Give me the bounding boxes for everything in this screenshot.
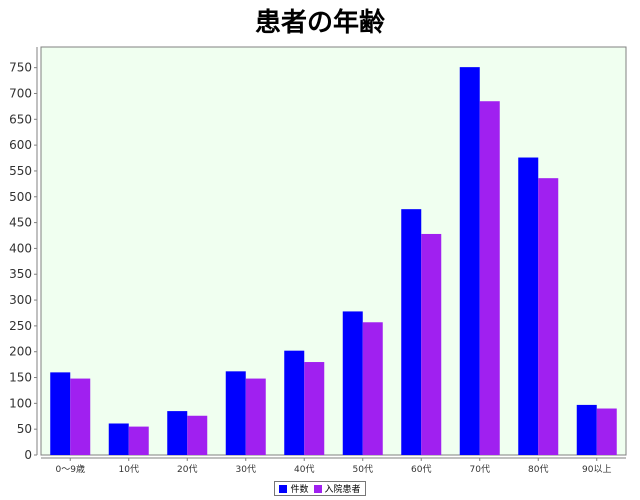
- y-tick-label: 450: [9, 216, 32, 230]
- y-tick-label: 300: [9, 293, 32, 307]
- bar: [187, 415, 208, 455]
- y-tick-label: 500: [9, 190, 32, 204]
- bar: [284, 350, 305, 455]
- y-tick-label: 150: [9, 371, 32, 385]
- y-tick-label: 100: [9, 396, 32, 410]
- y-tick-label: 600: [9, 138, 32, 152]
- bar: [167, 411, 188, 455]
- x-tick-label: 30代: [236, 464, 256, 475]
- legend-label-series-2: 入院患者: [324, 485, 361, 495]
- bar: [362, 322, 383, 455]
- bar: [304, 362, 325, 455]
- y-tick-label: 650: [9, 112, 32, 126]
- x-tick-label: 60代: [411, 464, 431, 475]
- chart-title: 患者の年齢: [254, 8, 385, 38]
- y-tick-label: 400: [9, 241, 32, 255]
- bar: [479, 101, 500, 456]
- x-tick-label: 40代: [294, 464, 314, 475]
- y-tick-label: 50: [17, 422, 32, 436]
- bar: [401, 209, 422, 455]
- bar: [225, 371, 246, 455]
- x-tick-label: 80代: [528, 464, 548, 475]
- bar: [50, 372, 71, 455]
- x-tick-label: 0～9歳: [56, 463, 85, 475]
- bar: [459, 67, 480, 455]
- bar: [128, 426, 149, 455]
- bar: [538, 178, 559, 455]
- y-tick-label: 700: [9, 86, 32, 100]
- x-tick-label: 10代: [119, 464, 139, 475]
- y-tick-label: 200: [9, 345, 32, 359]
- bar: [342, 311, 363, 455]
- y-tick-label: 550: [9, 164, 32, 178]
- bar: [596, 408, 617, 455]
- legend-item-series-1: 件数: [279, 482, 309, 495]
- bar: [70, 378, 91, 455]
- legend: 件数 入院患者: [274, 481, 366, 496]
- bar: [576, 404, 597, 455]
- bar: [518, 157, 539, 455]
- bar: [421, 233, 442, 455]
- legend-swatch-series-1: [279, 484, 288, 493]
- x-tick-label: 50代: [353, 464, 373, 475]
- y-tick-label: 250: [9, 319, 32, 333]
- legend-label-series-1: 件数: [290, 485, 309, 495]
- legend-item-series-2: 入院患者: [313, 482, 361, 495]
- y-tick-label: 750: [9, 61, 32, 75]
- bar: [108, 423, 129, 455]
- bar: [245, 378, 266, 455]
- y-tick-label: 0: [24, 448, 32, 462]
- legend-swatch-series-2: [313, 484, 322, 493]
- x-tick-label: 70代: [470, 464, 490, 475]
- x-tick-label: 90以上: [582, 464, 611, 475]
- y-tick-label: 350: [9, 267, 32, 281]
- x-tick-label: 20代: [177, 464, 197, 475]
